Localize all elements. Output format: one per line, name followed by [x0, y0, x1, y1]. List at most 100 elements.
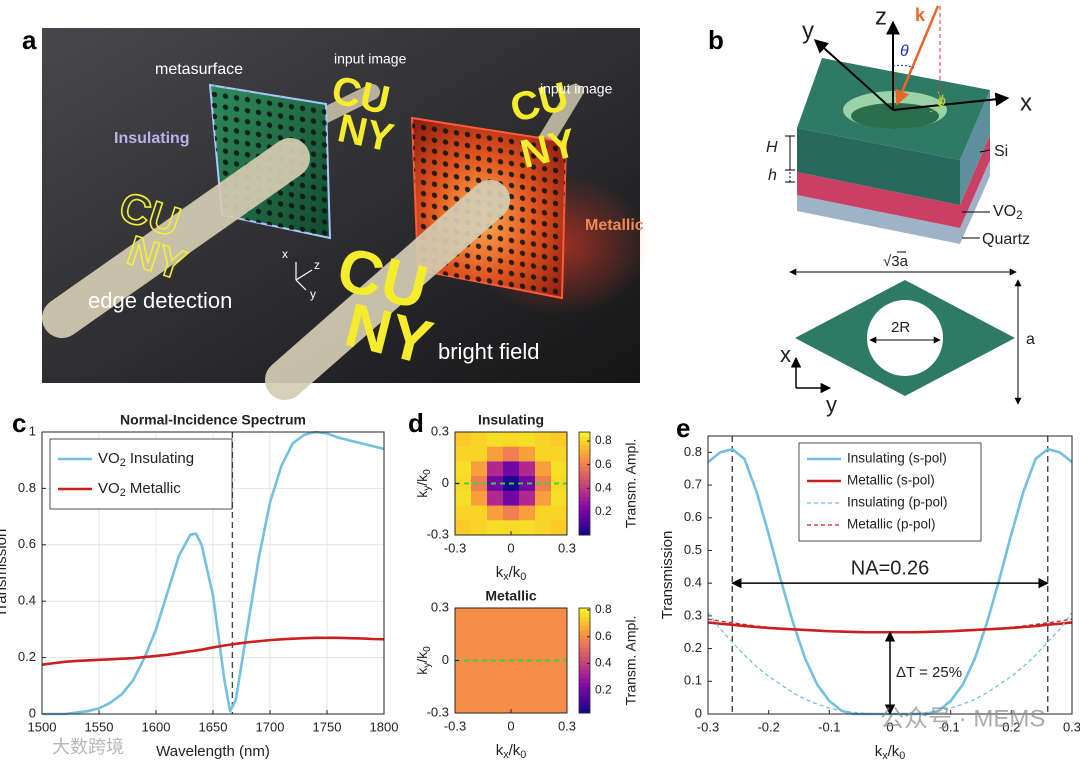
watermark: 大数跨境: [52, 737, 124, 757]
colorbar-tick-label: 0.4: [595, 480, 612, 494]
axis-letter: y: [310, 287, 316, 301]
y-tick-label: 0.3: [431, 423, 449, 438]
panel-label: e: [676, 413, 690, 443]
y-tick-label: 0: [29, 705, 36, 720]
x-tick-label: 0.1: [942, 719, 960, 734]
y-tick-label: 0: [442, 475, 449, 490]
dimension-label: H: [766, 139, 778, 156]
text-run: x: [882, 750, 888, 762]
colorbar-segment: [579, 664, 590, 670]
colorbar-segment: [579, 695, 590, 701]
colorbar-tick-label: 0.6: [595, 457, 612, 471]
colorbar-segment: [579, 530, 590, 536]
heatmap-cell: [503, 520, 520, 536]
colorbar-segment: [579, 513, 590, 519]
heatmap-cell: [519, 668, 536, 684]
text-run: /k: [414, 651, 430, 663]
text-run: 0: [520, 571, 526, 583]
heatmap-cell: [455, 698, 472, 714]
colorbar-segment: [579, 492, 590, 497]
heatmap-cell: [519, 623, 536, 639]
colorbar-segment: [579, 496, 590, 502]
heatmap-cell: [487, 683, 504, 699]
x-tick-label: 0.3: [558, 540, 576, 555]
heatmap-cell: [471, 476, 488, 492]
k-label: k: [915, 5, 926, 25]
text-run: 2: [120, 457, 126, 469]
x-tick-label: -0.1: [818, 719, 840, 734]
heatmap-cell: [535, 461, 552, 477]
colorbar-segment: [579, 682, 590, 688]
heatmap-cell: [471, 505, 488, 521]
colorbar-segment: [579, 708, 590, 714]
watermark: 公众号 · MEMS: [880, 705, 1045, 732]
axes-2d: [790, 356, 832, 394]
layer-label: Quartz: [982, 231, 1030, 248]
colorbar-label: Transm. Ampl.: [623, 439, 639, 529]
axis-letter: y: [826, 392, 837, 417]
heatmap-cell: [551, 520, 568, 536]
legend-label: VO2 Insulating: [98, 450, 194, 469]
heatmap-cell: [455, 432, 472, 448]
colorbar-segment: [579, 704, 590, 710]
heatmap-cell: [535, 505, 552, 521]
heatmap-cell: [503, 668, 520, 684]
charts: 1500 1550 1600 1650 1700 1750 1800 0 0.2 0.4 0.6 0.…: [0, 408, 1080, 762]
y-tick-label: 1: [29, 423, 36, 438]
text-run: VO: [98, 480, 120, 497]
text-run: k: [414, 490, 430, 498]
height-label: a: [1026, 331, 1035, 348]
heatmap-cell: [503, 446, 520, 462]
text-run: 0: [520, 749, 526, 761]
caption: input image: [540, 81, 613, 97]
x-tick-label: 0: [507, 718, 514, 733]
y-tick-label: 0.2: [684, 640, 702, 655]
colorbar-segment: [579, 686, 590, 692]
x-axis-label: kx/k0: [496, 742, 527, 761]
colorbar-segment: [579, 509, 590, 515]
colorbar-segment: [579, 616, 590, 622]
beam: [42, 138, 310, 338]
y-tick-label: -0.3: [427, 704, 449, 719]
heatmap-cell: [455, 668, 472, 684]
x-tick-label: -0.3: [444, 718, 466, 733]
heatmap-cell: [551, 490, 568, 507]
y-tick-label: 0.8: [18, 480, 36, 495]
text-run: /k: [509, 742, 521, 759]
series-line: [41, 636, 385, 666]
text-run: /k: [414, 474, 430, 486]
colorbar-segment: [579, 625, 590, 631]
phi-label: ϕ: [937, 93, 946, 110]
panel-label: a: [22, 25, 37, 55]
colorbar-segment: [579, 522, 590, 527]
colorbar-segment: [579, 449, 590, 454]
heatmap-cell: [551, 698, 568, 714]
colorbar-segment: [579, 638, 590, 644]
text-run: 0: [899, 750, 905, 762]
state-metallic: Metallic: [585, 217, 644, 234]
colorbar-segment: [579, 678, 590, 683]
heatmap-cell: [519, 432, 536, 448]
legend-label: Insulating (p-pol): [847, 495, 948, 510]
layer-label: Si: [994, 143, 1008, 160]
colorbar-segment: [579, 673, 590, 679]
colorbar-segment: [579, 500, 590, 506]
caption: edge detection: [88, 288, 232, 313]
text-run: k: [496, 742, 504, 759]
heatmap-cell: [471, 638, 488, 654]
heatmap-cell: [471, 683, 488, 699]
text-run: /k: [509, 564, 521, 581]
x-tick-label: 0: [507, 540, 514, 555]
theta-arc: [892, 64, 915, 69]
heatmap-cell: [471, 698, 488, 714]
heatmap-cell: [551, 608, 568, 624]
x-tick-label: 0.2: [1002, 719, 1020, 734]
heatmap-cell: [487, 446, 504, 462]
heatmap-cell: [519, 490, 536, 507]
y-axis-label: Transmission: [659, 531, 676, 620]
hole-depth: [851, 103, 939, 129]
heatmap-cell: [551, 461, 568, 477]
heatmap-cell: [551, 653, 568, 669]
colorbar-label: Transm. Ampl.: [623, 616, 639, 706]
